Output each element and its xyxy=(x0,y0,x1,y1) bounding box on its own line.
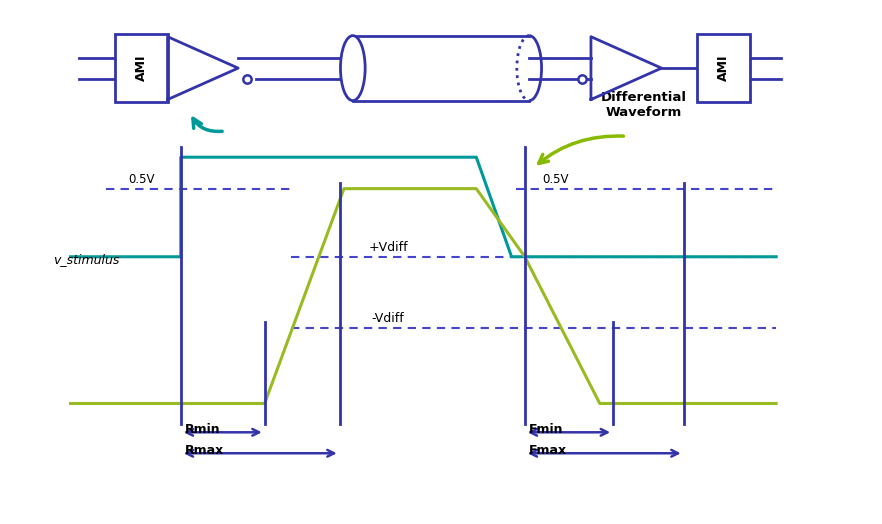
Text: +Vdiff: +Vdiff xyxy=(369,241,407,254)
Text: AMI: AMI xyxy=(135,55,147,81)
Text: Fmax: Fmax xyxy=(529,444,567,457)
Bar xyxy=(697,34,750,102)
Text: 0.5V: 0.5V xyxy=(128,173,154,186)
Text: Fmin: Fmin xyxy=(529,423,564,436)
Text: Differential
Waveform: Differential Waveform xyxy=(601,91,687,119)
Text: Rmin: Rmin xyxy=(185,423,220,436)
Text: Rmax: Rmax xyxy=(185,444,225,457)
Text: v_stimulus: v_stimulus xyxy=(53,253,119,266)
Text: -Vdiff: -Vdiff xyxy=(371,312,405,325)
Bar xyxy=(115,34,168,102)
Ellipse shape xyxy=(340,36,365,101)
Text: 0.5V: 0.5V xyxy=(542,173,569,186)
Text: AMI: AMI xyxy=(717,55,729,81)
